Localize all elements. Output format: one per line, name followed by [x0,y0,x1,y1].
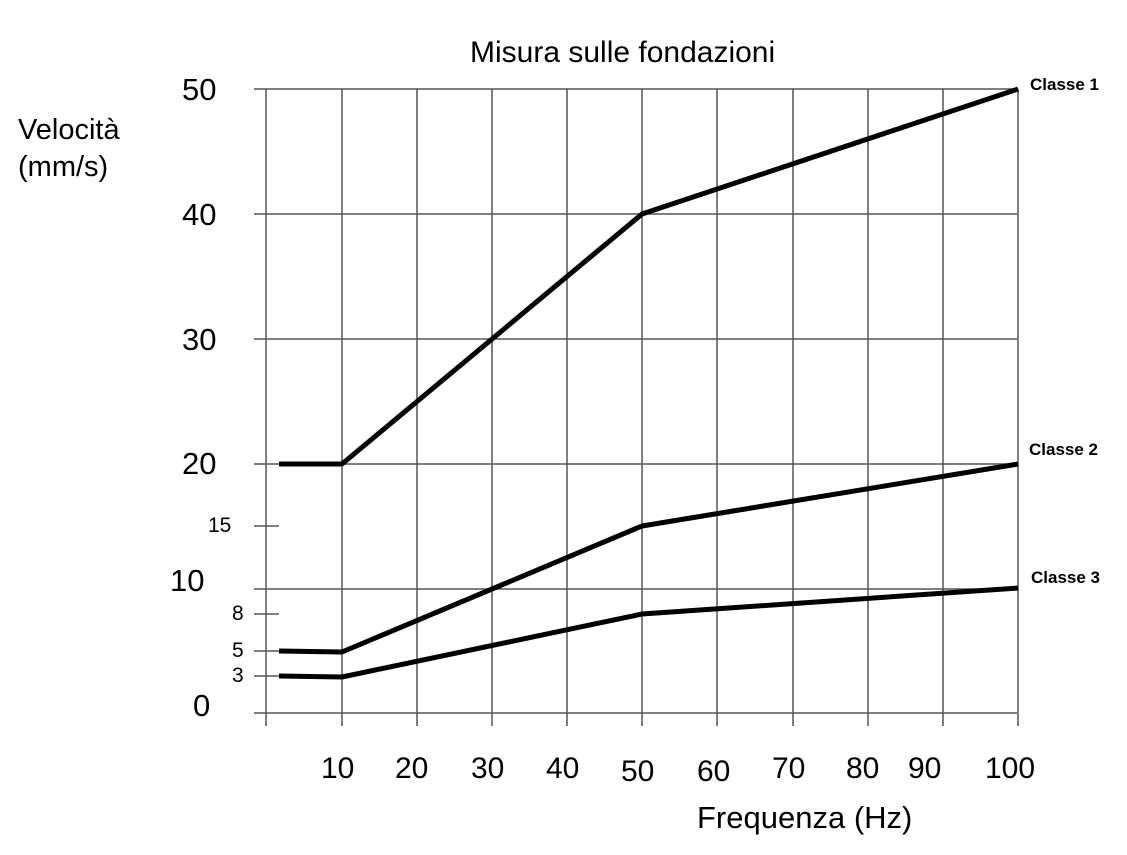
x-axis-label: Frequenza (Hz) [697,800,913,835]
x-tick-20: 20 [395,752,429,785]
series-line-classe-1 [279,86,1019,467]
x-tick-30: 30 [471,752,505,785]
grid [254,88,1019,726]
series-label-classe-2: Classe 2 [1029,440,1098,459]
x-tick-80: 80 [846,752,880,785]
x-tick-50: 50 [621,755,655,788]
series-label-classe-3: Classe 3 [1031,568,1100,587]
y-axis-label: Velocità (mm/s) [18,112,120,186]
y-tick-15: 15 [208,514,232,537]
y-tick-10: 10 [170,563,205,598]
y-tick-30: 30 [182,322,217,357]
x-tick-70: 70 [772,752,806,785]
x-tick-90: 90 [908,752,942,785]
series-label-classe-1: Classe 1 [1030,75,1099,94]
y-axis-label-line2: (mm/s) [18,151,109,183]
y-tick-3: 3 [232,664,244,687]
chart-title: Misura sulle fondazioni [470,36,776,69]
series-line-classe-2 [278,461,1019,655]
x-tick-10: 10 [321,752,355,785]
y-axis-label-line1: Velocità [18,114,120,146]
x-tick-60: 60 [697,755,731,788]
y-tick-50: 50 [182,72,217,107]
y-tick-5: 5 [232,639,244,662]
x-tick-100: 100 [985,752,1036,785]
x-tick-40: 40 [546,752,580,785]
y-tick-40: 40 [182,197,217,232]
series-line-classe-3 [278,585,1019,680]
y-tick-8: 8 [232,602,244,625]
y-tick-20: 20 [182,446,217,481]
y-tick-0: 0 [193,688,211,723]
